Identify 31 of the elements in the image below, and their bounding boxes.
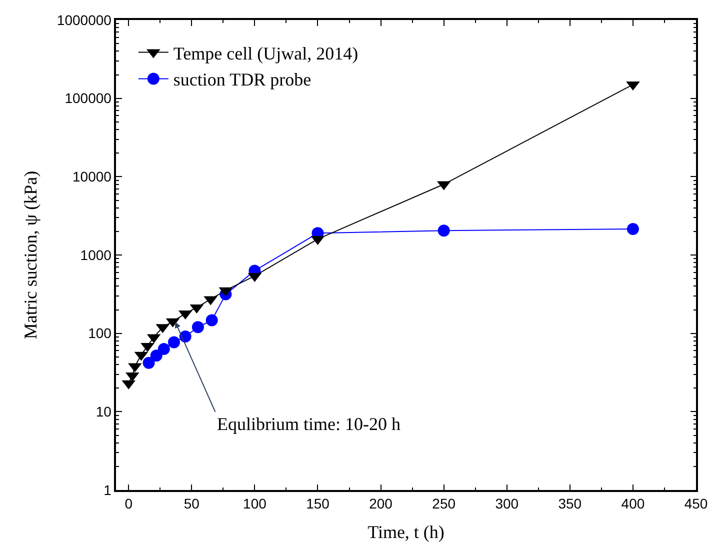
- y-tick-label: 1: [104, 482, 112, 498]
- point: [626, 222, 639, 235]
- point: [158, 343, 170, 356]
- legend-label: suction TDR probe: [173, 70, 312, 90]
- x-axis-title: Time, t (h): [368, 522, 444, 542]
- x-tick-label: 250: [432, 496, 456, 512]
- y-tick-label: 1000: [80, 246, 112, 263]
- x-tick-label: 0: [124, 496, 133, 512]
- point: [168, 336, 180, 348]
- x-tick-label: 100: [243, 496, 267, 512]
- point: [179, 330, 192, 343]
- y-tick-label: 100: [88, 325, 112, 342]
- legend-label: Tempe cell (Ujwal, 2014): [173, 43, 358, 64]
- x-tick-label: 400: [621, 496, 645, 512]
- point: [142, 356, 155, 369]
- y-tick-label: 10000: [72, 168, 112, 185]
- y-tick-label: 10: [96, 404, 112, 420]
- x-tick-label: 350: [558, 496, 582, 512]
- point: [438, 224, 450, 237]
- annotation: Equlibrium time: 10-20 h: [217, 414, 400, 434]
- point: [150, 350, 162, 362]
- point: [192, 321, 204, 334]
- x-tick-label: 150: [306, 496, 330, 512]
- y-tick-label: 100000: [64, 90, 112, 106]
- x-tick-label: 50: [184, 496, 200, 512]
- x-tick-label: 300: [495, 496, 519, 512]
- x-tick-label: 200: [369, 496, 393, 512]
- point: [206, 314, 218, 326]
- y-axis-title: Matric suction, ψ (kPa): [20, 170, 41, 340]
- x-tick-label: 450: [684, 496, 708, 512]
- y-tick-label: 1000000: [56, 12, 112, 28]
